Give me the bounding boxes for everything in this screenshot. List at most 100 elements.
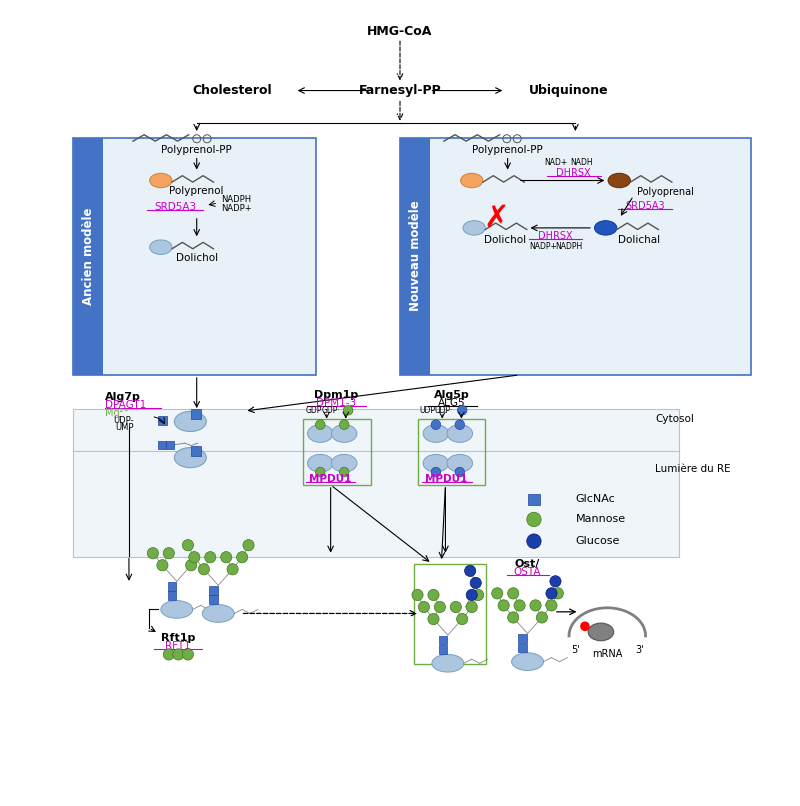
Text: UDP: UDP: [419, 405, 435, 415]
Text: OSTA: OSTA: [514, 567, 542, 576]
Text: Mg²⁺: Mg²⁺: [105, 409, 129, 418]
Ellipse shape: [423, 455, 449, 472]
Circle shape: [339, 420, 349, 430]
Circle shape: [450, 601, 462, 613]
Circle shape: [514, 600, 525, 611]
Circle shape: [530, 600, 541, 611]
FancyBboxPatch shape: [158, 416, 167, 426]
FancyBboxPatch shape: [168, 582, 176, 591]
Ellipse shape: [588, 623, 614, 641]
Circle shape: [182, 539, 194, 550]
Circle shape: [455, 420, 465, 430]
Ellipse shape: [202, 604, 234, 622]
Circle shape: [526, 513, 541, 526]
Circle shape: [457, 613, 468, 625]
FancyBboxPatch shape: [73, 138, 316, 375]
Circle shape: [492, 588, 503, 599]
Text: DPAGT1: DPAGT1: [105, 400, 146, 409]
Text: Ost/: Ost/: [515, 559, 540, 569]
Text: Polyprenol-PP: Polyprenol-PP: [472, 145, 543, 155]
Ellipse shape: [150, 173, 172, 188]
Circle shape: [163, 547, 174, 559]
Text: UDP·: UDP·: [434, 405, 453, 415]
Circle shape: [412, 589, 423, 600]
Ellipse shape: [150, 240, 172, 255]
Circle shape: [508, 612, 518, 623]
Circle shape: [163, 649, 174, 660]
Text: DPM1-3: DPM1-3: [316, 398, 356, 408]
Ellipse shape: [174, 411, 206, 431]
Text: 3': 3': [635, 646, 643, 655]
Circle shape: [182, 649, 194, 660]
Ellipse shape: [608, 173, 630, 188]
Text: GlcNAc: GlcNAc: [575, 494, 615, 505]
Text: SRD5A3: SRD5A3: [154, 202, 196, 212]
FancyBboxPatch shape: [400, 138, 750, 375]
Text: GDP·: GDP·: [322, 405, 340, 415]
Ellipse shape: [432, 654, 464, 672]
Text: Cytosol: Cytosol: [655, 414, 694, 424]
FancyBboxPatch shape: [166, 441, 174, 449]
Text: Ubiquinone: Ubiquinone: [529, 84, 609, 97]
FancyBboxPatch shape: [528, 494, 539, 505]
FancyBboxPatch shape: [209, 586, 218, 595]
FancyBboxPatch shape: [438, 645, 447, 654]
Circle shape: [431, 420, 441, 430]
Circle shape: [157, 559, 168, 571]
Text: NAD+: NAD+: [544, 157, 567, 167]
Circle shape: [546, 600, 557, 611]
Circle shape: [198, 563, 210, 575]
FancyBboxPatch shape: [191, 409, 201, 419]
Circle shape: [227, 563, 238, 575]
Text: Rft1p: Rft1p: [161, 633, 195, 642]
Text: Mannose: Mannose: [575, 514, 626, 525]
Text: DHRSX: DHRSX: [538, 231, 573, 241]
Ellipse shape: [512, 653, 543, 671]
Text: MPDU1: MPDU1: [425, 473, 467, 484]
Circle shape: [173, 649, 184, 660]
Circle shape: [186, 559, 197, 571]
Circle shape: [470, 577, 482, 588]
Text: Polyprenol: Polyprenol: [170, 186, 224, 196]
Text: DHRSX: DHRSX: [557, 168, 591, 178]
Text: Dpm1p: Dpm1p: [314, 390, 358, 400]
Circle shape: [418, 601, 430, 613]
Text: Nouveau modèle: Nouveau modèle: [409, 201, 422, 311]
Circle shape: [526, 534, 541, 548]
Text: NADP+: NADP+: [222, 204, 252, 213]
Circle shape: [237, 551, 248, 563]
Text: Polyoprenal: Polyoprenal: [637, 187, 694, 197]
Circle shape: [550, 575, 561, 587]
Circle shape: [498, 600, 510, 611]
FancyBboxPatch shape: [209, 596, 218, 604]
Circle shape: [580, 621, 590, 631]
FancyBboxPatch shape: [518, 643, 527, 652]
Text: ALG5: ALG5: [438, 398, 466, 408]
Text: HMG-CoA: HMG-CoA: [367, 25, 433, 38]
Text: Farnesyl-PP: Farnesyl-PP: [358, 84, 442, 97]
Ellipse shape: [331, 455, 357, 472]
Text: UMP: UMP: [115, 422, 134, 431]
Circle shape: [508, 588, 518, 599]
FancyBboxPatch shape: [400, 138, 430, 375]
Text: Alg5p: Alg5p: [434, 390, 470, 400]
Circle shape: [243, 539, 254, 550]
Circle shape: [315, 420, 325, 430]
Text: Dolichal: Dolichal: [618, 235, 660, 245]
Ellipse shape: [161, 600, 193, 618]
FancyBboxPatch shape: [158, 441, 166, 449]
Circle shape: [221, 551, 232, 563]
Circle shape: [315, 467, 325, 477]
Text: GDP: GDP: [306, 405, 322, 415]
Circle shape: [466, 601, 478, 613]
Text: ✗: ✗: [483, 204, 509, 233]
Text: Lumière du RE: Lumière du RE: [655, 464, 730, 474]
Circle shape: [434, 601, 446, 613]
Text: UDP-: UDP-: [113, 416, 134, 426]
Text: 5': 5': [571, 646, 580, 655]
Circle shape: [466, 589, 478, 600]
Ellipse shape: [307, 425, 333, 442]
FancyBboxPatch shape: [438, 636, 447, 644]
FancyBboxPatch shape: [191, 447, 201, 456]
Ellipse shape: [461, 173, 483, 188]
